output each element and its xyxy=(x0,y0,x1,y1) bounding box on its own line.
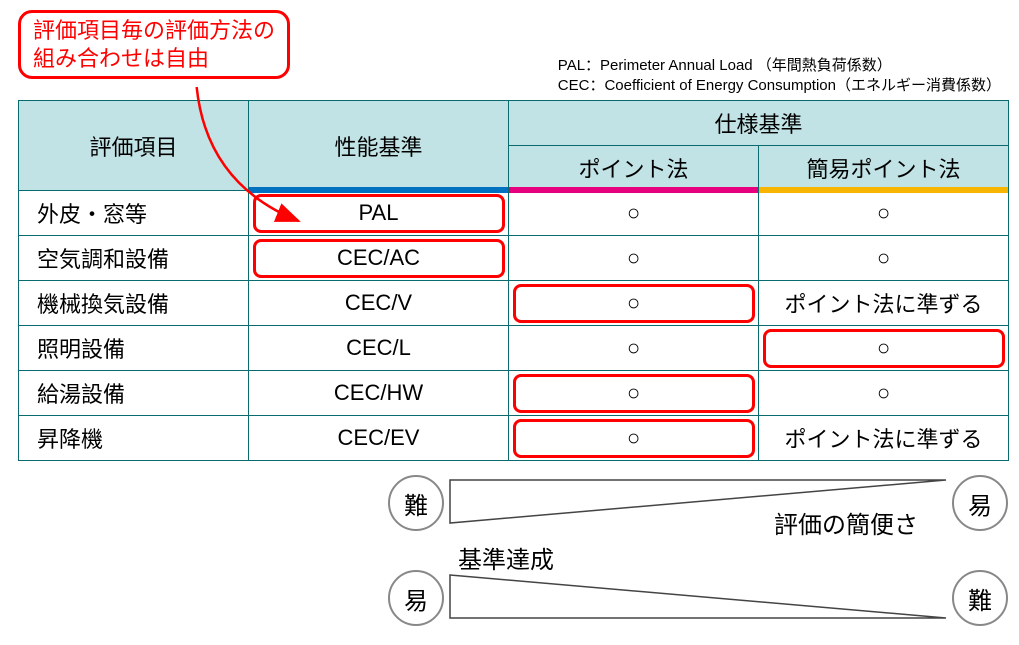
cell-performance: CEC/V xyxy=(249,281,509,326)
header-col3-text: ポイント法 xyxy=(578,157,688,182)
row-label: 昇降機 xyxy=(19,416,249,461)
cell-point-method: ○ xyxy=(509,281,759,326)
cell-performance: CEC/AC xyxy=(249,236,509,281)
header-col1: 評価項目 xyxy=(19,101,249,191)
cell-performance: CEC/L xyxy=(249,326,509,371)
cell-point-method: ○ xyxy=(509,326,759,371)
legend-box: PAL：Perimeter Annual Load （年間熱負荷係数） CEC：… xyxy=(558,56,1001,95)
row-label: 機械換気設備 xyxy=(19,281,249,326)
legend-line2: CEC：Coefficient of Energy Consumption（エネ… xyxy=(558,76,1001,96)
cell-point-method: ○ xyxy=(509,416,759,461)
cell-simple-point-method: ポイント法に準ずる xyxy=(759,416,1009,461)
accent-bar-col2 xyxy=(249,187,508,193)
row-label: 給湯設備 xyxy=(19,371,249,416)
cell-simple-point-method: ○ xyxy=(759,191,1009,236)
table-row: 昇降機CEC/EV○ポイント法に準ずる xyxy=(19,416,1009,461)
header-col3-group: 仕様基準 xyxy=(509,101,1009,146)
table-row: 照明設備CEC/L○○ xyxy=(19,326,1009,371)
header-col3: ポイント法 xyxy=(509,146,759,191)
cell-point-method: ○ xyxy=(509,236,759,281)
cell-performance: PAL xyxy=(249,191,509,236)
label-achievement: 基準達成 xyxy=(458,540,554,575)
header-col4: 簡易ポイント法 xyxy=(759,146,1009,191)
callout-line2: 組み合わせは自由 xyxy=(33,46,209,71)
cell-performance: CEC/EV xyxy=(249,416,509,461)
cell-point-method: ○ xyxy=(509,371,759,416)
cell-simple-point-method: ○ xyxy=(759,236,1009,281)
cell-simple-point-method: ○ xyxy=(759,326,1009,371)
table-row: 機械換気設備CEC/V○ポイント法に準ずる xyxy=(19,281,1009,326)
top-area: 評価項目毎の評価方法の 組み合わせは自由 PAL：Perimeter Annua… xyxy=(10,10,1009,100)
accent-bar-col4 xyxy=(759,187,1008,193)
accent-bar-col3 xyxy=(509,187,758,193)
callout-line1: 評価項目毎の評価方法の xyxy=(33,18,275,43)
cell-performance: CEC/HW xyxy=(249,371,509,416)
label-ease-of-eval: 評価の簡便さ xyxy=(774,505,918,540)
row-label: 照明設備 xyxy=(19,326,249,371)
legend-line1: PAL：Perimeter Annual Load （年間熱負荷係数） xyxy=(558,56,1001,76)
difficulty-diagram: 難 易 易 難 評価の簡便さ 基準達成 xyxy=(18,475,1008,635)
header-col4-text: 簡易ポイント法 xyxy=(807,157,961,182)
cell-point-method: ○ xyxy=(509,191,759,236)
table-row: 外皮・窓等PAL○○ xyxy=(19,191,1009,236)
cell-simple-point-method: ○ xyxy=(759,371,1009,416)
callout-box: 評価項目毎の評価方法の 組み合わせは自由 xyxy=(18,10,290,79)
table-row: 空気調和設備CEC/AC○○ xyxy=(19,236,1009,281)
header-col2-text: 性能基準 xyxy=(334,135,422,160)
table-row: 給湯設備CEC/HW○○ xyxy=(19,371,1009,416)
cell-simple-point-method: ポイント法に準ずる xyxy=(759,281,1009,326)
criteria-table: 評価項目 性能基準 仕様基準 ポイント法 簡易ポイント法 外皮・窓等PAL○○空… xyxy=(18,100,1009,461)
row-label: 外皮・窓等 xyxy=(19,191,249,236)
header-col2: 性能基準 xyxy=(249,101,509,191)
row-label: 空気調和設備 xyxy=(19,236,249,281)
